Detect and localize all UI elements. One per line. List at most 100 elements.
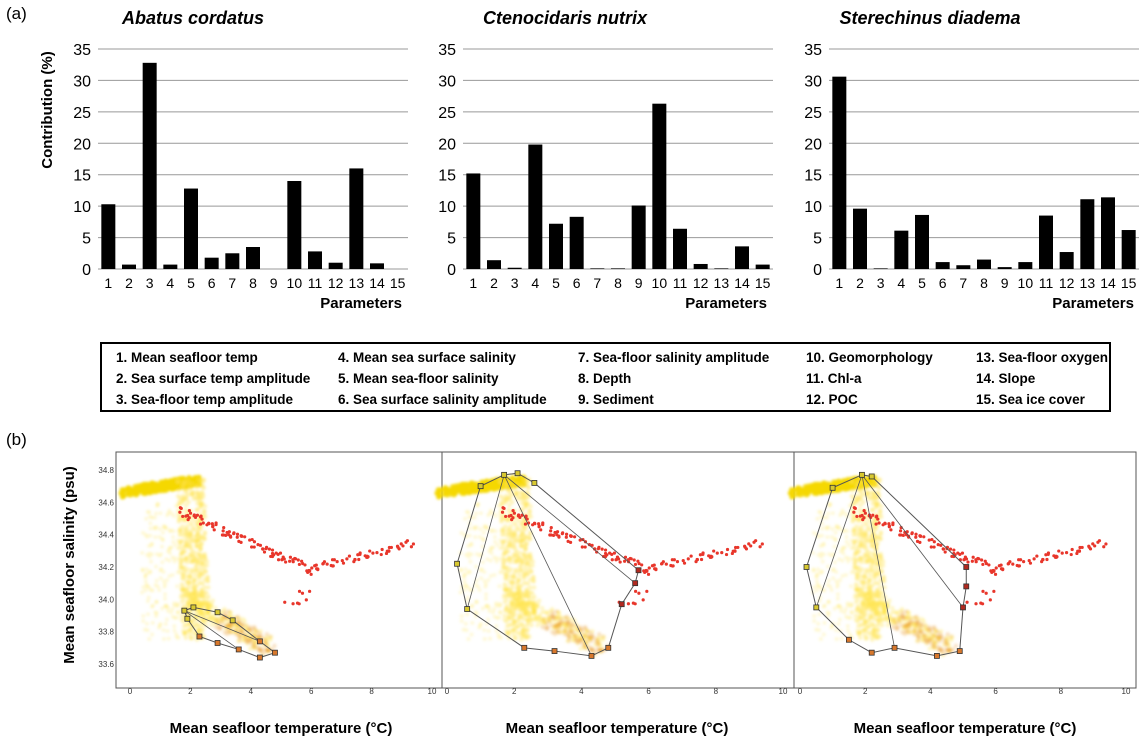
cloud-point bbox=[168, 551, 173, 556]
y-tick-label: 10 bbox=[804, 199, 822, 216]
occurrence-point bbox=[267, 547, 272, 551]
x-tick-labels: 0 2 4 6 8 10 bbox=[445, 687, 788, 696]
cloud-point bbox=[875, 542, 880, 547]
cloud-point bbox=[856, 584, 861, 589]
cloud-point bbox=[857, 517, 863, 523]
cloud-point bbox=[513, 527, 519, 533]
cloud-point bbox=[198, 536, 203, 541]
occurrence-point bbox=[179, 506, 183, 511]
cloud-point bbox=[183, 635, 189, 641]
cloud-point bbox=[210, 598, 216, 603]
cloud-point bbox=[522, 495, 528, 500]
panel-label-b: (b) bbox=[6, 430, 27, 449]
occurrence-point bbox=[229, 535, 233, 539]
cloud-point bbox=[505, 623, 510, 629]
hull-edge bbox=[184, 610, 261, 642]
cloud-point bbox=[183, 517, 188, 523]
hull-vertex bbox=[605, 644, 612, 651]
cloud-point bbox=[521, 572, 526, 577]
cloud-point bbox=[824, 515, 829, 520]
cloud-point bbox=[459, 613, 464, 618]
cloud-point bbox=[474, 614, 479, 619]
x-tick-label: 1 bbox=[469, 275, 477, 291]
x-tick-label: 4 bbox=[928, 687, 933, 696]
occurrence-point bbox=[943, 550, 947, 554]
cloud-point bbox=[181, 623, 187, 629]
cloud-point bbox=[504, 606, 509, 611]
cloud-point bbox=[505, 495, 510, 501]
occurrence-point bbox=[541, 522, 545, 527]
cloud-point bbox=[818, 636, 823, 641]
cloud-point bbox=[463, 621, 468, 626]
cloud-point bbox=[491, 485, 497, 491]
y-tick-label: 30 bbox=[438, 73, 456, 90]
cloud-point bbox=[816, 621, 821, 626]
occurrence-point bbox=[316, 568, 320, 572]
x-tick-label: 8 bbox=[369, 687, 374, 696]
y-tick-labels: 0 5 10 15 20 25 30 35 bbox=[73, 42, 91, 279]
cloud-point bbox=[870, 575, 875, 580]
hull-vertex bbox=[477, 483, 484, 490]
x-tick-label: 6 bbox=[309, 687, 314, 696]
bar-3 bbox=[873, 268, 888, 269]
cloud-point bbox=[846, 628, 851, 633]
cloud-point bbox=[459, 568, 464, 573]
occurrence-point bbox=[1015, 563, 1019, 568]
cloud-point bbox=[462, 579, 467, 584]
x-tick-label: 14 bbox=[734, 275, 750, 291]
cloud-point bbox=[140, 530, 145, 535]
cloud-point bbox=[264, 632, 270, 637]
cloud-point bbox=[184, 627, 189, 632]
cloud-point bbox=[554, 609, 559, 614]
cloud-point bbox=[526, 602, 531, 607]
cloud-point bbox=[529, 622, 534, 628]
hull-vertex bbox=[256, 638, 263, 645]
occurrence-point bbox=[409, 545, 414, 549]
cloud-point bbox=[253, 629, 258, 634]
bar-15 bbox=[755, 264, 770, 269]
x-tick-label: 10 bbox=[428, 687, 437, 696]
occurrence-point bbox=[626, 602, 631, 606]
cloud-point bbox=[143, 588, 148, 593]
cloud-point bbox=[835, 596, 840, 601]
cloud-point bbox=[890, 605, 895, 611]
occurrence-point bbox=[504, 514, 508, 519]
occurrence-point bbox=[537, 522, 541, 526]
cloud-point bbox=[459, 619, 464, 624]
cloud-point bbox=[502, 617, 507, 622]
cloud-point bbox=[844, 614, 849, 619]
hull-vertex bbox=[859, 471, 865, 478]
occurrence-point bbox=[1078, 545, 1082, 550]
occurrence-point bbox=[330, 558, 335, 562]
occurrence-point bbox=[981, 562, 985, 567]
y-tick-label: 30 bbox=[804, 73, 822, 90]
y-tick-label: 0 bbox=[813, 262, 822, 279]
cloud-point bbox=[525, 484, 530, 490]
cloud-point bbox=[500, 569, 505, 574]
cloud-point bbox=[189, 491, 194, 497]
cloud-point bbox=[571, 632, 577, 637]
bar-10 bbox=[287, 181, 302, 269]
cloud-point bbox=[901, 619, 907, 624]
occurrence-point bbox=[1028, 561, 1033, 565]
bar-10 bbox=[652, 103, 667, 269]
cloud-point bbox=[511, 481, 516, 486]
cloud-point bbox=[169, 545, 174, 550]
cloud-point bbox=[469, 632, 474, 637]
cloud-point bbox=[150, 552, 155, 557]
cloud-point bbox=[508, 581, 514, 586]
occurrence-point bbox=[861, 518, 865, 522]
cloud-point bbox=[201, 602, 206, 607]
cloud-point bbox=[824, 525, 829, 530]
cloud-point bbox=[531, 585, 537, 590]
cloud-point bbox=[195, 507, 200, 513]
cloud-point bbox=[469, 604, 474, 609]
occurrence-point bbox=[510, 518, 514, 522]
cloud-point bbox=[512, 636, 518, 641]
occurrence-point bbox=[981, 589, 985, 593]
x-tick-label: 8 bbox=[1059, 687, 1064, 696]
cloud-point bbox=[878, 530, 884, 535]
occurrence-point bbox=[278, 551, 283, 555]
cloud-point bbox=[537, 598, 542, 603]
cloud-point bbox=[142, 482, 148, 488]
